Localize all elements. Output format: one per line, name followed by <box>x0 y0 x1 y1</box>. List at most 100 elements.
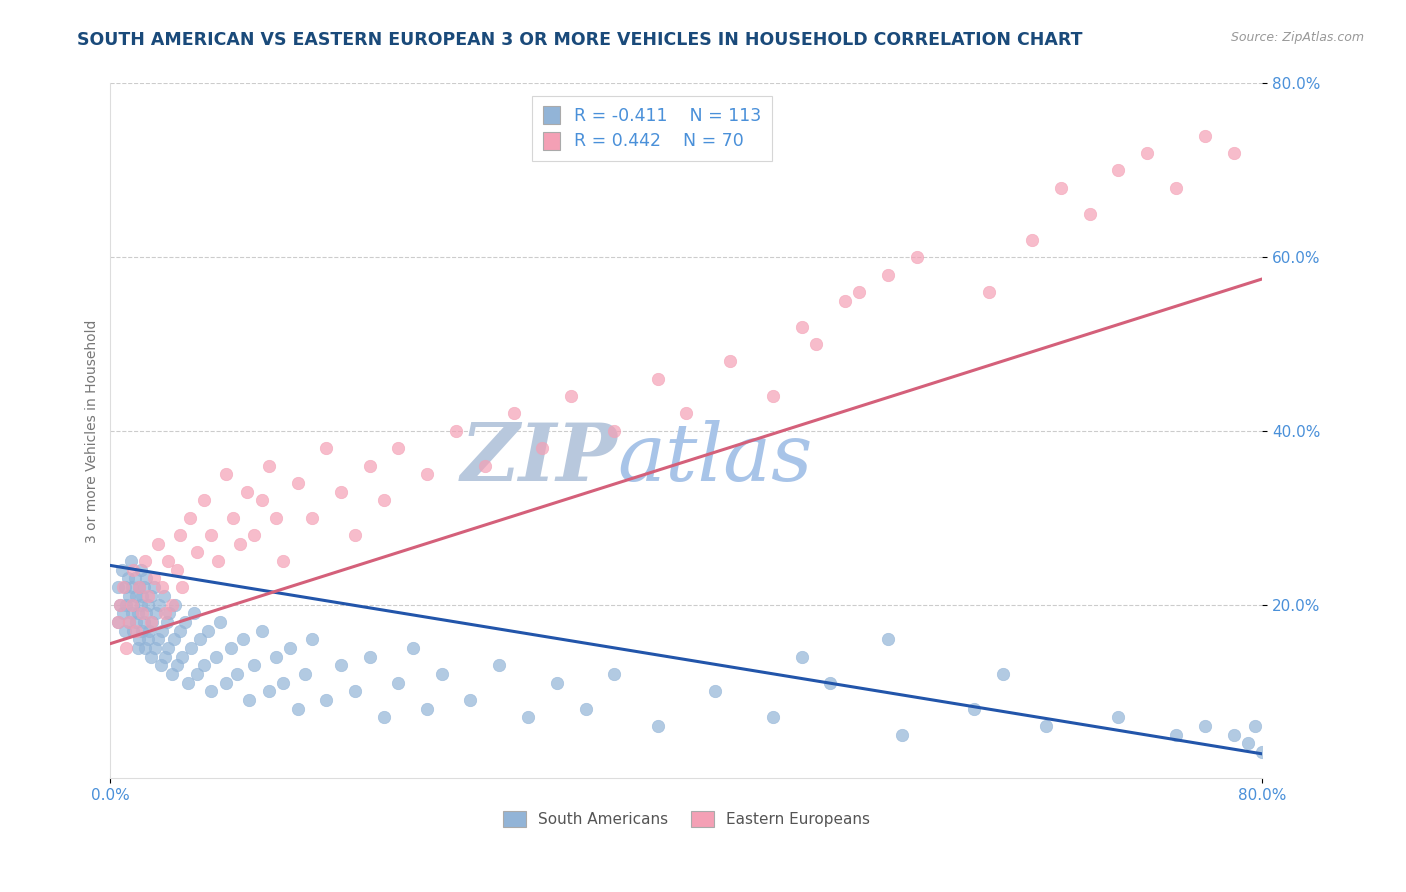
Point <box>344 528 367 542</box>
Point <box>162 667 184 681</box>
Point <box>387 675 409 690</box>
Point <box>122 563 145 577</box>
Point <box>121 606 143 620</box>
Point <box>877 632 900 647</box>
Point <box>166 658 188 673</box>
Point <box>1078 207 1101 221</box>
Point <box>359 649 381 664</box>
Point <box>107 615 129 629</box>
Point <box>172 580 194 594</box>
Point <box>172 649 194 664</box>
Point <box>139 589 162 603</box>
Point <box>112 606 135 620</box>
Point <box>134 554 156 568</box>
Point <box>502 407 524 421</box>
Point <box>152 589 174 603</box>
Point <box>169 528 191 542</box>
Point <box>135 572 157 586</box>
Point <box>1021 233 1043 247</box>
Point <box>127 640 149 655</box>
Point <box>166 563 188 577</box>
Point <box>129 563 152 577</box>
Point <box>162 598 184 612</box>
Point <box>131 589 153 603</box>
Point <box>132 615 155 629</box>
Point <box>222 510 245 524</box>
Point <box>118 615 141 629</box>
Text: ZIP: ZIP <box>460 420 617 498</box>
Point <box>114 624 136 638</box>
Point <box>159 606 181 620</box>
Point <box>146 632 169 647</box>
Point <box>153 606 176 620</box>
Point <box>603 424 626 438</box>
Point <box>963 702 986 716</box>
Point <box>373 710 395 724</box>
Point <box>128 632 150 647</box>
Point <box>243 528 266 542</box>
Point <box>131 606 153 620</box>
Point <box>128 580 150 594</box>
Point <box>110 598 132 612</box>
Point <box>264 510 287 524</box>
Point <box>112 580 135 594</box>
Point <box>301 510 323 524</box>
Point <box>146 537 169 551</box>
Point <box>546 675 568 690</box>
Point <box>121 598 143 612</box>
Point <box>117 572 139 586</box>
Point <box>193 658 215 673</box>
Point <box>118 615 141 629</box>
Point <box>264 649 287 664</box>
Point <box>125 589 148 603</box>
Point <box>444 424 467 438</box>
Point <box>891 728 914 742</box>
Point <box>647 372 669 386</box>
Point <box>250 493 273 508</box>
Point <box>1035 719 1057 733</box>
Point <box>287 702 309 716</box>
Point <box>1194 719 1216 733</box>
Point <box>647 719 669 733</box>
Point <box>474 458 496 473</box>
Point <box>531 441 554 455</box>
Point <box>143 640 166 655</box>
Point <box>257 684 280 698</box>
Point <box>1164 180 1187 194</box>
Point <box>430 667 453 681</box>
Point <box>1107 163 1129 178</box>
Point <box>125 615 148 629</box>
Point <box>179 510 201 524</box>
Legend: South Americans, Eastern Europeans: South Americans, Eastern Europeans <box>496 805 876 833</box>
Point <box>148 598 170 612</box>
Point <box>207 554 229 568</box>
Point <box>905 250 928 264</box>
Point <box>118 589 141 603</box>
Point <box>165 598 187 612</box>
Point <box>150 580 173 594</box>
Point <box>141 615 163 629</box>
Point <box>183 606 205 620</box>
Point <box>834 293 856 308</box>
Point <box>200 684 222 698</box>
Point <box>575 702 598 716</box>
Point <box>280 640 302 655</box>
Point <box>1164 728 1187 742</box>
Point <box>560 389 582 403</box>
Point <box>128 580 150 594</box>
Point <box>115 598 138 612</box>
Point <box>131 624 153 638</box>
Point <box>877 268 900 282</box>
Point <box>214 675 236 690</box>
Point <box>155 615 177 629</box>
Point <box>142 572 165 586</box>
Point <box>762 710 785 724</box>
Point <box>1222 145 1244 160</box>
Point <box>186 667 208 681</box>
Point <box>174 615 197 629</box>
Point <box>136 589 159 603</box>
Point <box>271 554 294 568</box>
Point <box>790 319 813 334</box>
Point <box>1251 745 1274 759</box>
Point <box>257 458 280 473</box>
